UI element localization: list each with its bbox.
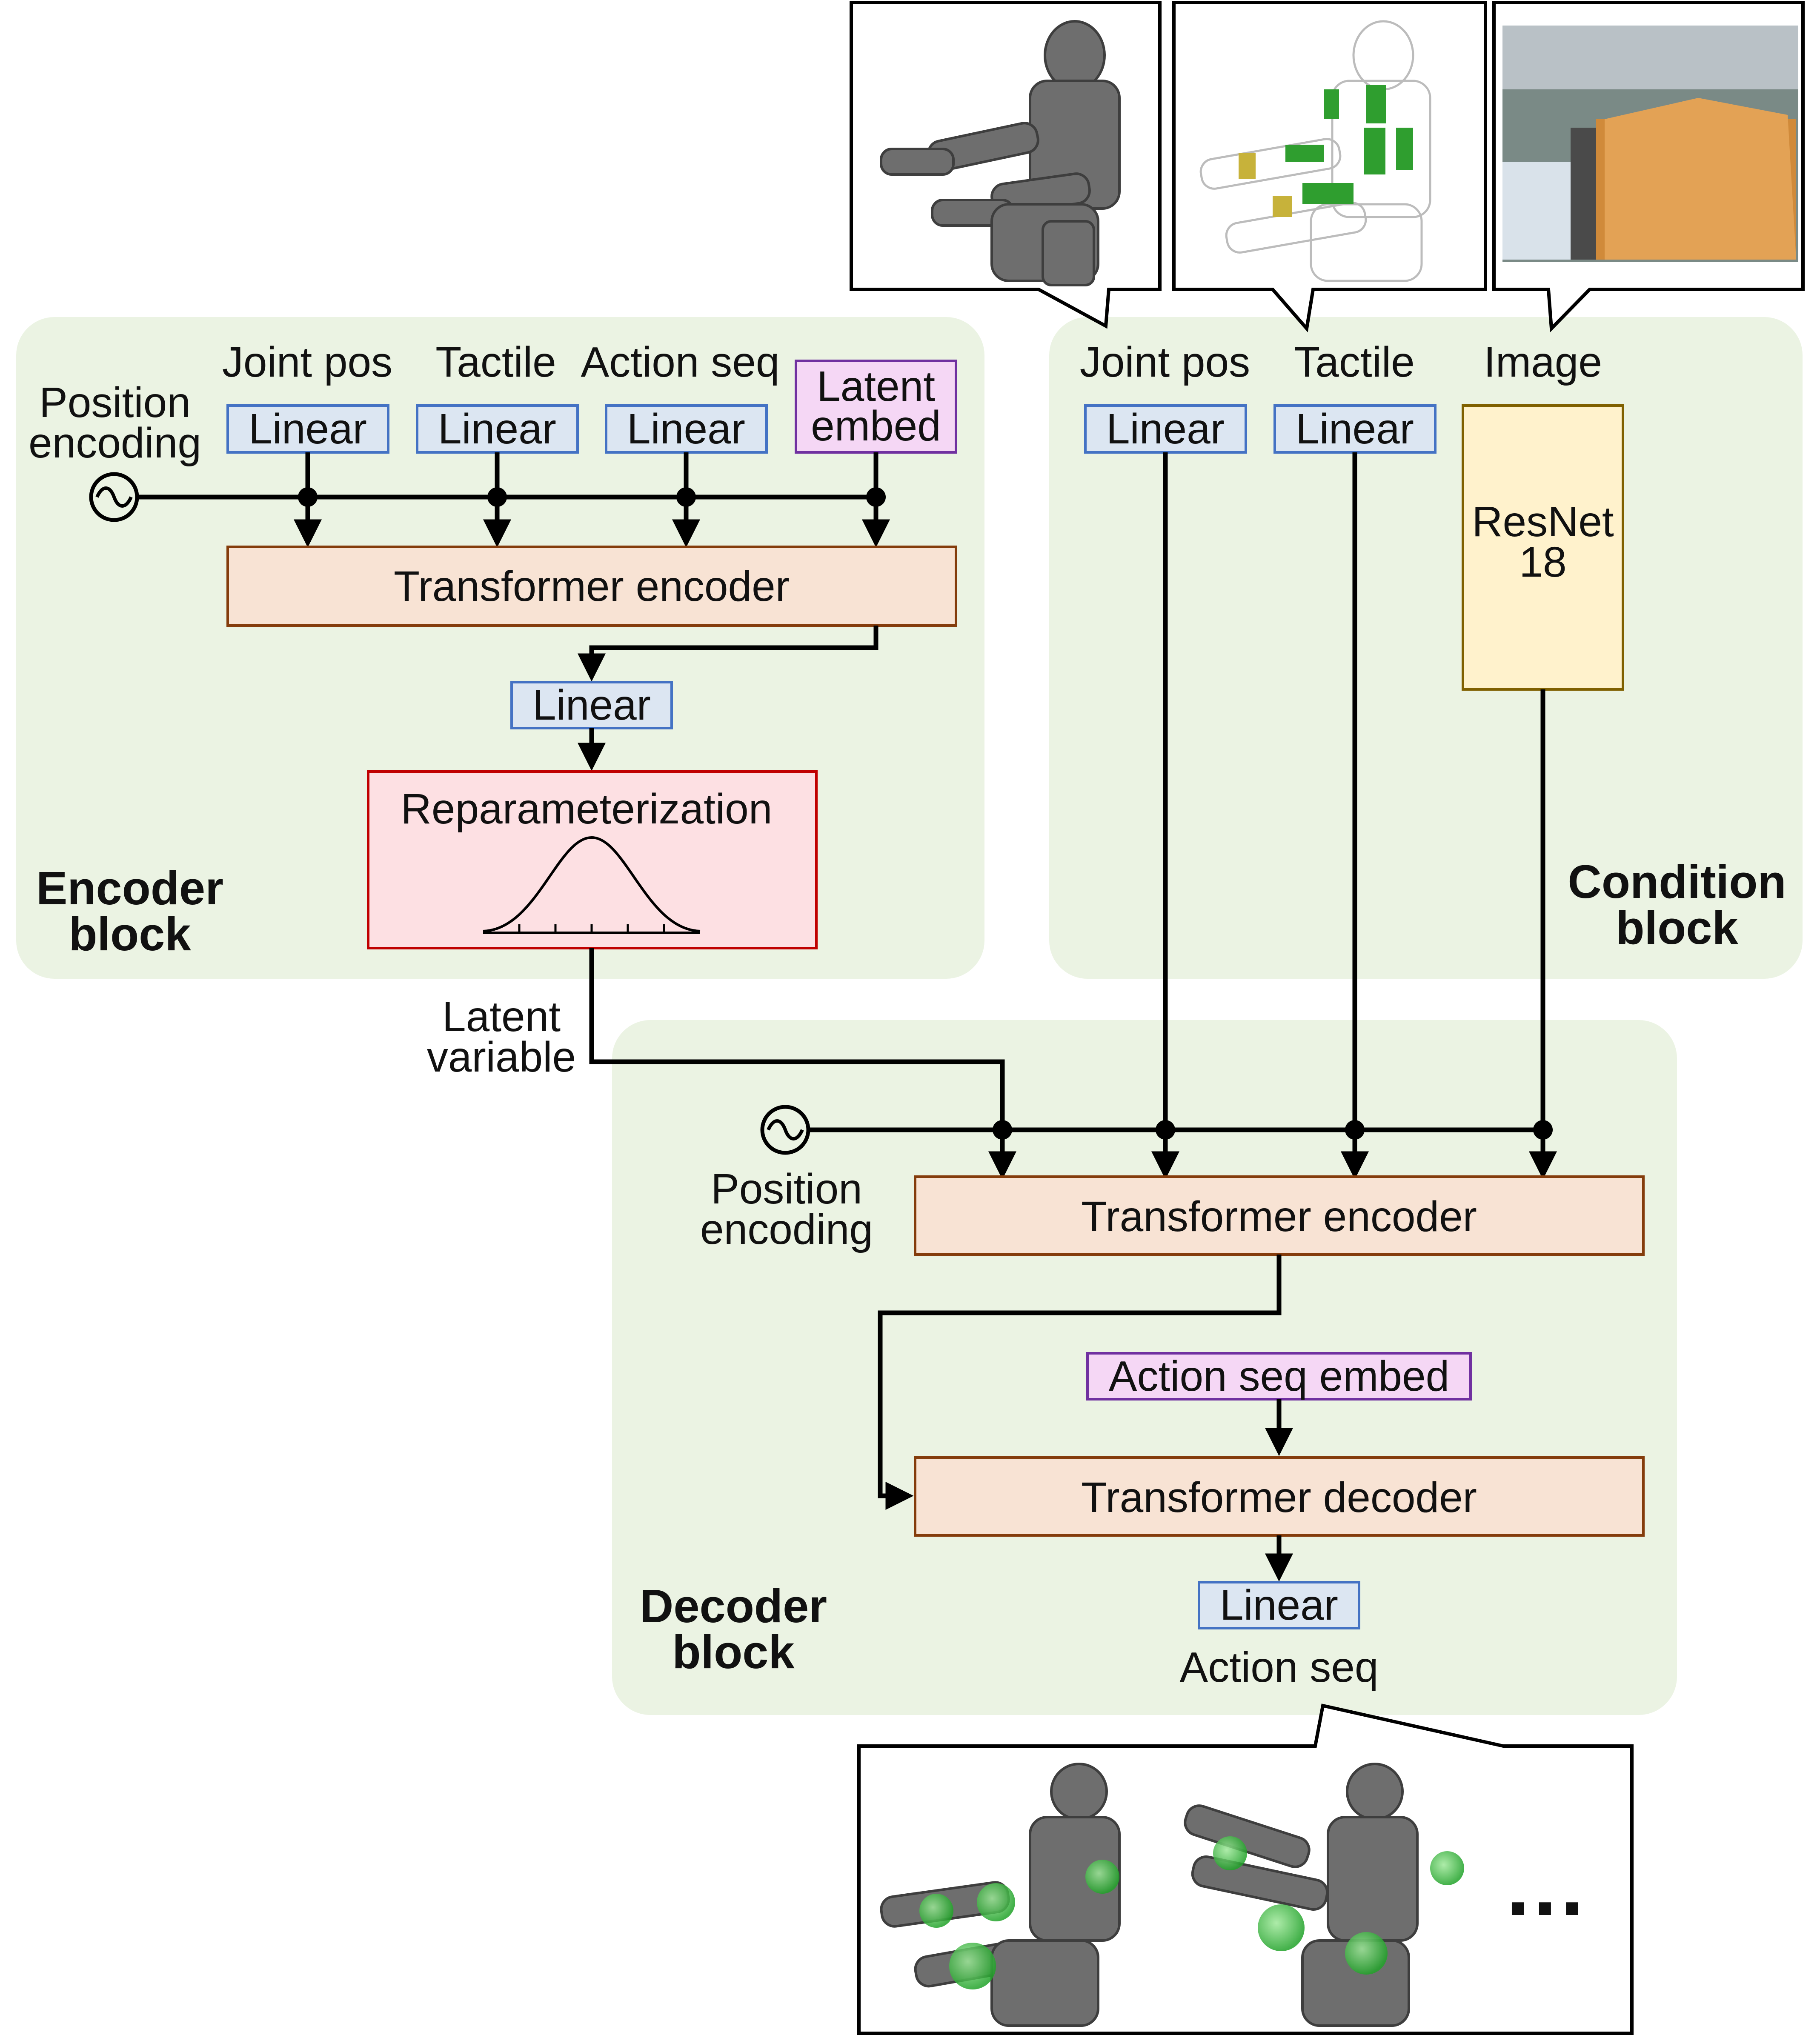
- decoder-transformer-encoder-box: Transformer encoder: [1081, 1193, 1477, 1240]
- condition-block-title: Condition: [1568, 856, 1786, 908]
- reparameterization-box: Reparameterization: [401, 785, 773, 833]
- decoder-block-title-line2: block: [672, 1626, 795, 1678]
- condition-input-image-label: Image: [1484, 338, 1602, 386]
- encoder-linear-action-seq: Linear: [627, 405, 745, 453]
- action-seq-illustration: …: [857, 1703, 1634, 2035]
- tactile-illustration: [1172, 1, 1487, 333]
- encoder-block-title: Encoder: [36, 862, 223, 915]
- condition-block-title-line2: block: [1616, 902, 1738, 954]
- condition-linear-joint-pos: Linear: [1106, 405, 1225, 453]
- position-encoding-label-line2: encoding: [29, 419, 201, 467]
- encoder-linear-joint-pos: Linear: [249, 405, 367, 453]
- latent-variable-label: Latent: [442, 993, 561, 1040]
- ellipsis-text: …: [1502, 1838, 1588, 1933]
- encoder-linear-tactile: Linear: [438, 405, 556, 453]
- decoder-position-encoding-label-line2: encoding: [700, 1206, 873, 1253]
- joint-pos-illustration: [850, 1, 1162, 329]
- encoder-input-tactile-label: Tactile: [435, 338, 556, 386]
- gaussian-curve-icon: [483, 836, 701, 934]
- encoder-input-action-seq-label: Action seq: [581, 338, 780, 386]
- action-seq-embed-box: Action seq embed: [1109, 1352, 1450, 1400]
- camera-image-illustration: [1492, 1, 1805, 333]
- transformer-decoder-box: Transformer decoder: [1081, 1474, 1477, 1521]
- condition-linear-tactile: Linear: [1296, 405, 1414, 453]
- resnet18-box-line2: 18: [1519, 538, 1566, 586]
- decoder-output-linear: Linear: [1220, 1581, 1338, 1629]
- latent-embed-box: Latent: [817, 363, 935, 410]
- action-seq-output-label: Action seq: [1180, 1643, 1379, 1691]
- decoder-position-encoding-label: Position: [711, 1165, 862, 1213]
- position-encoding-label: Position: [39, 379, 191, 426]
- resnet18-box: ResNet: [1472, 498, 1614, 546]
- robot-head-icon: [1044, 20, 1106, 91]
- condition-input-tactile-label: Tactile: [1294, 338, 1414, 386]
- encoder-transformer-box: Transformer encoder: [394, 563, 790, 610]
- encoder-block-title-line2: block: [69, 908, 191, 960]
- latent-variable-label-line2: variable: [427, 1033, 576, 1081]
- decoder-block-title: Decoder: [640, 1580, 827, 1632]
- latent-embed-box-line2: embed: [811, 402, 941, 450]
- encoder-output-linear: Linear: [532, 681, 651, 729]
- condition-input-joint-pos-label: Joint pos: [1080, 338, 1250, 386]
- encoder-input-joint-pos-label: Joint pos: [222, 338, 392, 386]
